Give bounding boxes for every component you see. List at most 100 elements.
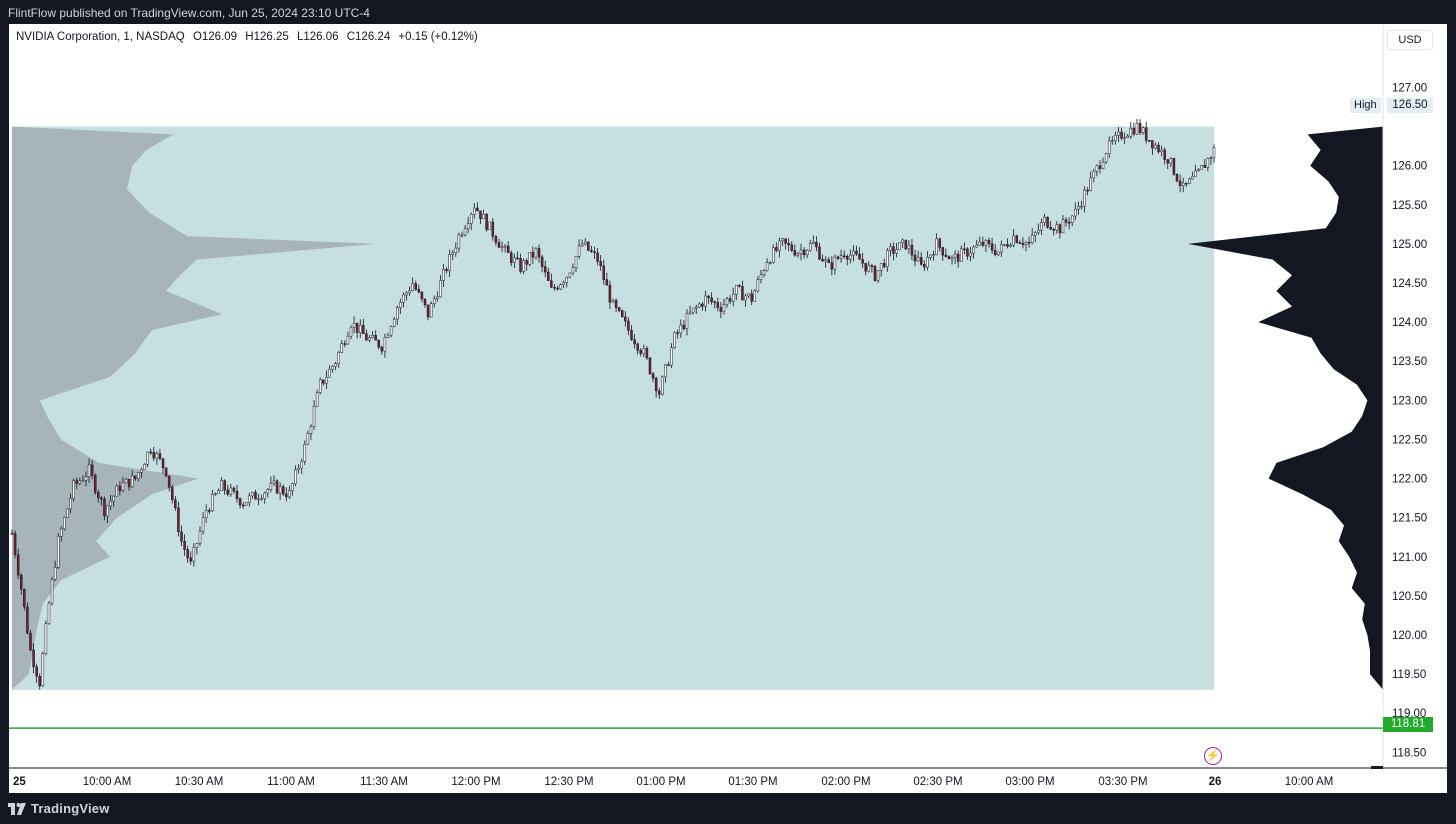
- candle-body: [420, 291, 424, 300]
- candle-body: [1040, 222, 1043, 231]
- candle-body: [146, 451, 149, 465]
- candle-body: [1083, 189, 1086, 207]
- candle-body: [1154, 144, 1157, 149]
- candle-body: [694, 306, 698, 309]
- candle-body: [765, 262, 769, 271]
- candle-body: [972, 246, 975, 254]
- candle-body: [389, 326, 393, 336]
- price-tick-label: 121.00: [1392, 552, 1427, 564]
- candle-body: [334, 363, 337, 367]
- candle-body: [963, 248, 966, 251]
- candle-body: [614, 300, 618, 308]
- candle-body: [491, 221, 495, 237]
- price-tick-label: 120.50: [1392, 591, 1427, 603]
- candle-body: [476, 207, 479, 212]
- candle-body: [180, 531, 183, 542]
- candle-body: [1061, 219, 1065, 234]
- candle-body: [691, 307, 695, 313]
- candle-body: [371, 335, 374, 338]
- candle-body: [537, 248, 541, 258]
- candle-body: [870, 265, 874, 267]
- candle-body: [383, 337, 387, 352]
- candle-body: [411, 283, 414, 292]
- candle-body: [254, 492, 257, 500]
- candle-body: [987, 240, 991, 244]
- candle-body: [599, 261, 602, 267]
- tradingview-logo[interactable]: TradingView: [8, 801, 110, 816]
- candle-body: [1181, 182, 1185, 186]
- candle-body: [556, 287, 559, 290]
- candle-layer: [10, 119, 1216, 690]
- candle-body: [241, 504, 245, 507]
- candle-body: [1200, 165, 1203, 170]
- candle-body: [590, 250, 593, 252]
- price-tick-label: 124.50: [1392, 278, 1427, 290]
- candle-body: [300, 461, 303, 469]
- candle-body: [818, 246, 821, 260]
- candle-body: [386, 334, 390, 338]
- candle-body: [10, 533, 14, 535]
- candle-body: [630, 330, 633, 340]
- candle-body: [756, 279, 760, 292]
- candle-body: [670, 347, 673, 366]
- candle-body: [627, 320, 630, 331]
- candle-body: [1012, 235, 1015, 246]
- candle-body: [559, 284, 562, 290]
- chart-area[interactable]: 127.00 126.00 125.50 125.00 124.50 124.00 123.…: [9, 24, 1447, 793]
- candle-body: [815, 241, 818, 248]
- price-tick-label: 119.50: [1392, 669, 1426, 681]
- candle-body: [238, 498, 242, 506]
- candle-body: [143, 464, 146, 470]
- candle-body: [272, 480, 276, 484]
- candle-body: [75, 480, 78, 484]
- brand-name: TradingView: [31, 801, 110, 816]
- scale-handle[interactable]: [1371, 766, 1383, 769]
- candle-body: [516, 257, 519, 260]
- price-chart[interactable]: 127.00 126.00 125.50 125.00 124.50 124.00 123.…: [9, 24, 1447, 793]
- candle-body: [876, 270, 880, 281]
- time-tick-label: 01:00 PM: [636, 776, 685, 788]
- candle-body: [830, 262, 834, 270]
- candle-body: [593, 251, 596, 254]
- candle-body: [981, 241, 985, 246]
- price-tick-label: 124.00: [1392, 317, 1427, 329]
- candle-body: [923, 264, 926, 268]
- candle-body: [325, 376, 328, 384]
- candle-body: [565, 276, 569, 283]
- candle-body: [161, 458, 165, 469]
- candle-body: [1021, 242, 1025, 245]
- lightning-icon[interactable]: ⚡: [1204, 747, 1222, 765]
- candle-body: [1160, 149, 1163, 152]
- candle-body: [716, 302, 720, 308]
- candle-body: [574, 256, 578, 269]
- time-tick-label: 11:00 AM: [267, 776, 315, 788]
- candle-body: [821, 258, 824, 262]
- currency-button[interactable]: USD: [1387, 30, 1433, 50]
- candle-body: [445, 269, 448, 272]
- time-tick-label: 12:30 PM: [544, 776, 593, 788]
- candle-body: [392, 318, 396, 327]
- candle-body: [473, 207, 476, 215]
- candle-body: [439, 280, 442, 298]
- candle-body: [664, 364, 667, 378]
- candle-body: [1092, 171, 1096, 179]
- candle-body: [855, 250, 858, 255]
- candle-body: [1030, 234, 1034, 244]
- time-tick-label: 10:30 AM: [175, 776, 224, 788]
- candle-body: [864, 262, 867, 272]
- symbol-name[interactable]: NVIDIA Corporation, 1, NASDAQ: [16, 31, 185, 43]
- candle-body: [1067, 222, 1071, 224]
- candle-body: [226, 489, 229, 495]
- candle-body: [879, 263, 883, 271]
- candle-body: [584, 241, 587, 245]
- candle-body: [679, 324, 683, 334]
- candle-body: [790, 244, 794, 251]
- price-tick-label: 125.50: [1392, 200, 1427, 212]
- candle-body: [229, 487, 233, 495]
- time-tick-label: 26: [1209, 776, 1222, 788]
- candle-body: [260, 498, 263, 500]
- range-box: [12, 126, 1214, 690]
- left-profile-shape: [12, 126, 376, 690]
- candle-body: [140, 469, 143, 473]
- candle-body: [297, 467, 300, 470]
